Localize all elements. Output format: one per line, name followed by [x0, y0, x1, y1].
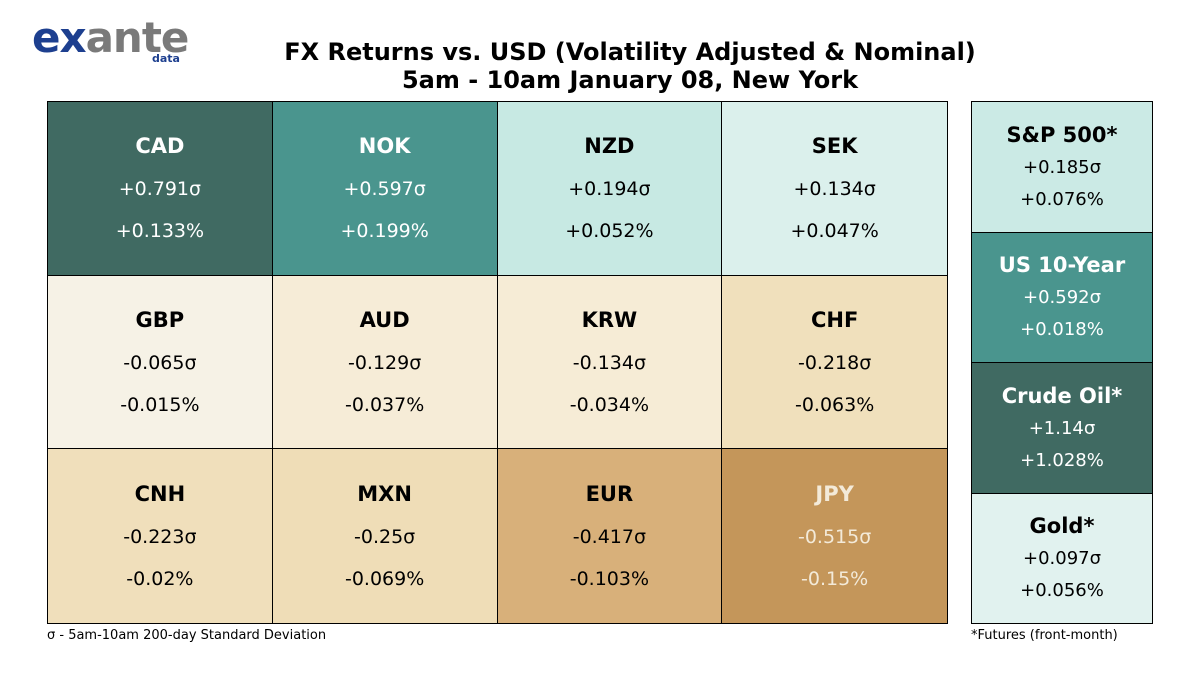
logo-brand-a: ex [32, 13, 87, 62]
nzd-nominal-return: +0.052% [565, 220, 654, 243]
krw-label: KRW [581, 307, 638, 332]
nok-sigma-return: +0.597σ [343, 178, 426, 201]
cad-sigma-return: +0.791σ [118, 178, 202, 201]
fx-cell-aud: AUD -0.129σ -0.037% [272, 275, 498, 450]
cnh-nominal-return: -0.02% [126, 568, 194, 591]
us-10-year-sigma-return: +0.592σ [1022, 287, 1102, 309]
gbp-label: GBP [135, 307, 185, 332]
eur-nominal-return: -0.103% [569, 568, 650, 591]
crude-oil-nominal-return: +1.028% [1020, 449, 1104, 471]
s-p-500-sigma-return: +0.185σ [1022, 156, 1102, 178]
cnh-sigma-return: -0.223σ [123, 526, 197, 549]
cad-label: CAD [135, 134, 185, 159]
nok-nominal-return: +0.199% [340, 220, 429, 243]
fx-cell-chf: CHF -0.218σ -0.063% [722, 275, 947, 450]
fx-cell-eur: EUR -0.417σ -0.103% [497, 449, 723, 623]
krw-sigma-return: -0.134σ [572, 351, 647, 374]
gold-nominal-return: +0.056% [1020, 580, 1104, 602]
crude-oil-sigma-return: +1.14σ [1028, 417, 1096, 439]
s-p-500-nominal-return: +0.076% [1020, 188, 1104, 210]
nok-label: NOK [358, 134, 411, 159]
title-line-1: FX Returns vs. USD (Volatility Adjusted … [284, 38, 976, 66]
fx-cell-jpy: JPY -0.515σ -0.15% [722, 449, 947, 623]
logo-wordmark: exante [32, 13, 190, 62]
chart-title: FX Returns vs. USD (Volatility Adjusted … [200, 38, 1060, 94]
fx-cell-cnh: CNH -0.223σ -0.02% [48, 449, 273, 623]
us-10-year-label: US 10-Year [998, 253, 1126, 278]
s-p-500-label: S&P 500* [1006, 122, 1118, 147]
fx-cell-krw: KRW -0.134σ -0.034% [497, 275, 723, 450]
asset-cell-us-10-year: US 10-Year +0.592σ +0.018% [972, 232, 1152, 363]
fx-cell-cad: CAD +0.791σ +0.133% [48, 102, 273, 276]
nzd-sigma-return: +0.194σ [568, 178, 651, 201]
sek-sigma-return: +0.134σ [793, 178, 876, 201]
asset-cell-s-p-500: S&P 500* +0.185σ +0.076% [972, 102, 1152, 233]
aud-sigma-return: -0.129σ [347, 351, 422, 374]
chf-label: CHF [810, 307, 859, 332]
eur-label: EUR [585, 482, 634, 507]
logo-brand-b: ante [85, 13, 190, 62]
fx-cell-nzd: NZD +0.194σ +0.052% [497, 102, 723, 276]
gbp-sigma-return: -0.065σ [123, 351, 197, 374]
us-10-year-nominal-return: +0.018% [1020, 319, 1104, 341]
other-assets-panel: S&P 500* +0.185σ +0.076% US 10-Year +0.592σ +… [971, 101, 1153, 624]
fx-cell-mxn: MXN -0.25σ -0.069% [272, 449, 498, 623]
chf-nominal-return: -0.063% [794, 393, 875, 416]
gold-label: Gold* [1029, 514, 1095, 539]
mxn-sigma-return: -0.25σ [354, 526, 416, 549]
asset-cell-crude-oil: Crude Oil* +1.14σ +1.028% [972, 363, 1152, 494]
sek-nominal-return: +0.047% [790, 220, 879, 243]
title-line-2: 5am - 10am January 08, New York [401, 66, 859, 94]
jpy-sigma-return: -0.515σ [797, 526, 872, 549]
sek-label: SEK [811, 134, 858, 159]
fx-cell-sek: SEK +0.134σ +0.047% [722, 102, 947, 276]
mxn-nominal-return: -0.069% [344, 568, 425, 591]
cnh-label: CNH [134, 482, 186, 507]
exante-logo: exante data [32, 14, 189, 70]
krw-nominal-return: -0.034% [569, 393, 650, 416]
chf-sigma-return: -0.218σ [797, 351, 872, 374]
jpy-nominal-return: -0.15% [801, 568, 869, 591]
jpy-label: JPY [815, 482, 854, 507]
aud-nominal-return: -0.037% [344, 393, 425, 416]
gold-sigma-return: +0.097σ [1022, 548, 1102, 570]
fx-cell-gbp: GBP -0.065σ -0.015% [48, 275, 273, 450]
fx-heatmap-grid: CAD +0.791σ +0.133% NOK +0.597σ +0.199% NZD +0.… [47, 101, 948, 624]
crude-oil-label: Crude Oil* [1001, 383, 1123, 408]
eur-sigma-return: -0.417σ [572, 526, 647, 549]
cad-nominal-return: +0.133% [115, 220, 205, 243]
futures-footnote: *Futures (front-month) [971, 628, 1118, 643]
gbp-nominal-return: -0.015% [120, 393, 200, 416]
logo-subtext: data [152, 52, 180, 65]
nzd-label: NZD [584, 134, 635, 159]
mxn-label: MXN [357, 482, 412, 507]
sigma-footnote: σ - 5am-10am 200-day Standard Deviation [47, 628, 327, 643]
asset-cell-gold: Gold* +0.097σ +0.056% [972, 493, 1152, 623]
fx-cell-nok: NOK +0.597σ +0.199% [272, 102, 498, 276]
aud-label: AUD [359, 307, 410, 332]
